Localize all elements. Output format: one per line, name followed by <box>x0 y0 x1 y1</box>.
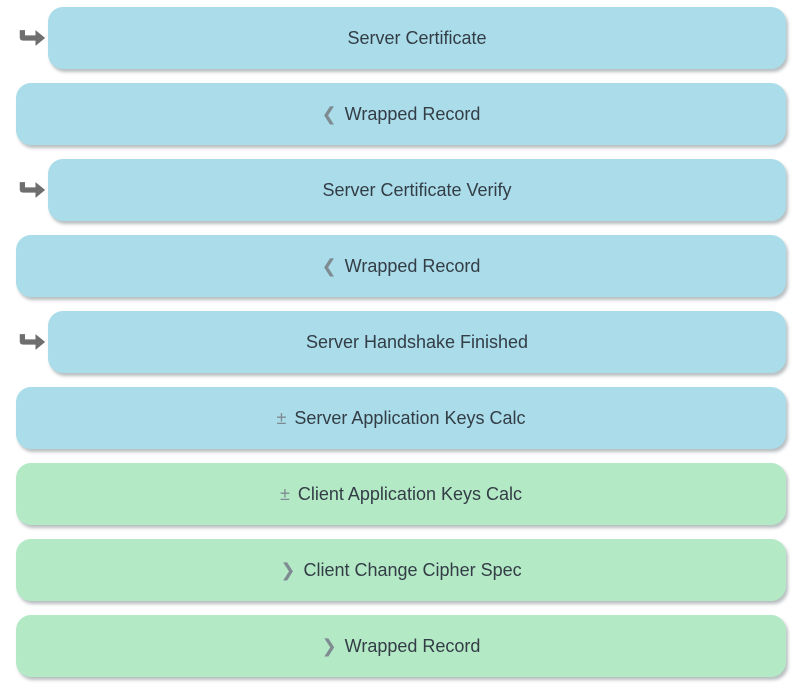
record-box[interactable]: ❯ Wrapped Record <box>16 615 786 677</box>
record-label: Server Application Keys Calc <box>294 407 526 428</box>
direction-glyph: ❮ <box>321 103 337 124</box>
sent-arrow-icon <box>18 180 46 200</box>
record-row: ± Server Application Keys Calc <box>16 387 786 449</box>
direction-glyph: ❮ <box>321 255 337 276</box>
direction-glyph: ± <box>276 407 287 428</box>
record-label: Server Certificate <box>347 27 487 48</box>
record-label: Client Application Keys Calc <box>297 483 522 504</box>
record-box[interactable]: Server Handshake Finished <box>48 311 786 373</box>
record-label: Wrapped Record <box>344 255 481 276</box>
record-row: ❯ Wrapped Record <box>16 615 786 677</box>
record-box[interactable]: ❮ Wrapped Record <box>16 235 786 297</box>
record-list: Server Certificate ❮ Wrapped Record Serv… <box>0 7 800 677</box>
record-row: ± Client Application Keys Calc <box>16 463 786 525</box>
direction-glyph: ❯ <box>321 635 337 656</box>
record-box[interactable]: Server Certificate Verify <box>48 159 786 221</box>
record-row: ❮ Wrapped Record <box>16 83 786 145</box>
record-row: ❯ Client Change Cipher Spec <box>16 539 786 601</box>
record-label: Server Certificate Verify <box>322 179 512 200</box>
record-row: Server Certificate Verify <box>16 159 786 221</box>
record-box[interactable]: ± Client Application Keys Calc <box>16 463 786 525</box>
direction-glyph: ± <box>279 483 290 504</box>
record-label: Wrapped Record <box>344 635 481 656</box>
record-label: Wrapped Record <box>344 103 481 124</box>
record-row: Server Handshake Finished <box>16 311 786 373</box>
record-box[interactable]: Server Certificate <box>48 7 786 69</box>
sent-arrow-icon <box>18 28 46 48</box>
record-box[interactable]: ± Server Application Keys Calc <box>16 387 786 449</box>
sent-arrow-icon <box>18 332 46 352</box>
record-label: Server Handshake Finished <box>305 331 529 352</box>
direction-glyph: ❯ <box>280 559 296 580</box>
record-label: Client Change Cipher Spec <box>303 559 522 580</box>
record-row: ❮ Wrapped Record <box>16 235 786 297</box>
record-row: Server Certificate <box>16 7 786 69</box>
record-box[interactable]: ❯ Client Change Cipher Spec <box>16 539 786 601</box>
record-box[interactable]: ❮ Wrapped Record <box>16 83 786 145</box>
